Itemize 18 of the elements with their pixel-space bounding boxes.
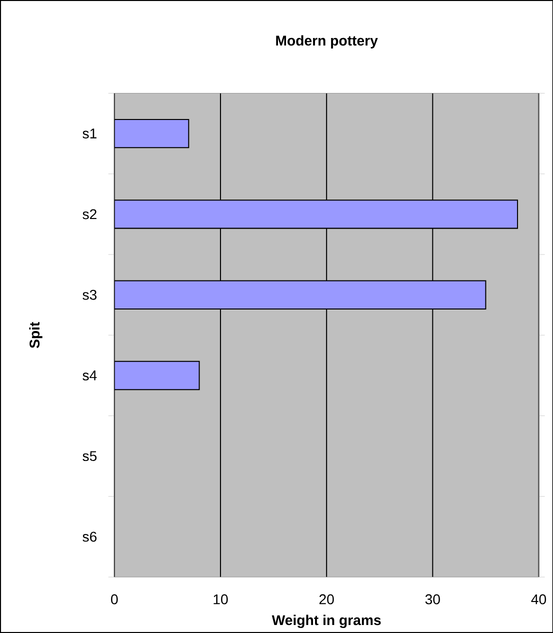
y-tick-label: s4 xyxy=(82,370,97,380)
y-tick-label: s5 xyxy=(82,451,96,462)
x-tick-label: 20 xyxy=(319,594,334,604)
x-axis-title: Weight in grams xyxy=(272,614,381,628)
chart-title: Modern pottery xyxy=(276,35,378,48)
bar xyxy=(114,200,518,229)
bar xyxy=(114,360,200,390)
x-tick-label: 40 xyxy=(531,594,546,604)
y-tick-label: s2 xyxy=(82,209,96,220)
x-tick-label: 10 xyxy=(214,594,228,604)
y-tick-label: s3 xyxy=(82,290,96,300)
x-tick-label: 30 xyxy=(425,594,440,604)
y-tick-label: s6 xyxy=(82,532,96,542)
y-axis-title: Spit xyxy=(29,322,42,348)
bar xyxy=(114,280,486,310)
y-tick-label: s1 xyxy=(82,128,96,138)
bar xyxy=(114,118,189,148)
x-tick-label: 0 xyxy=(110,594,118,604)
